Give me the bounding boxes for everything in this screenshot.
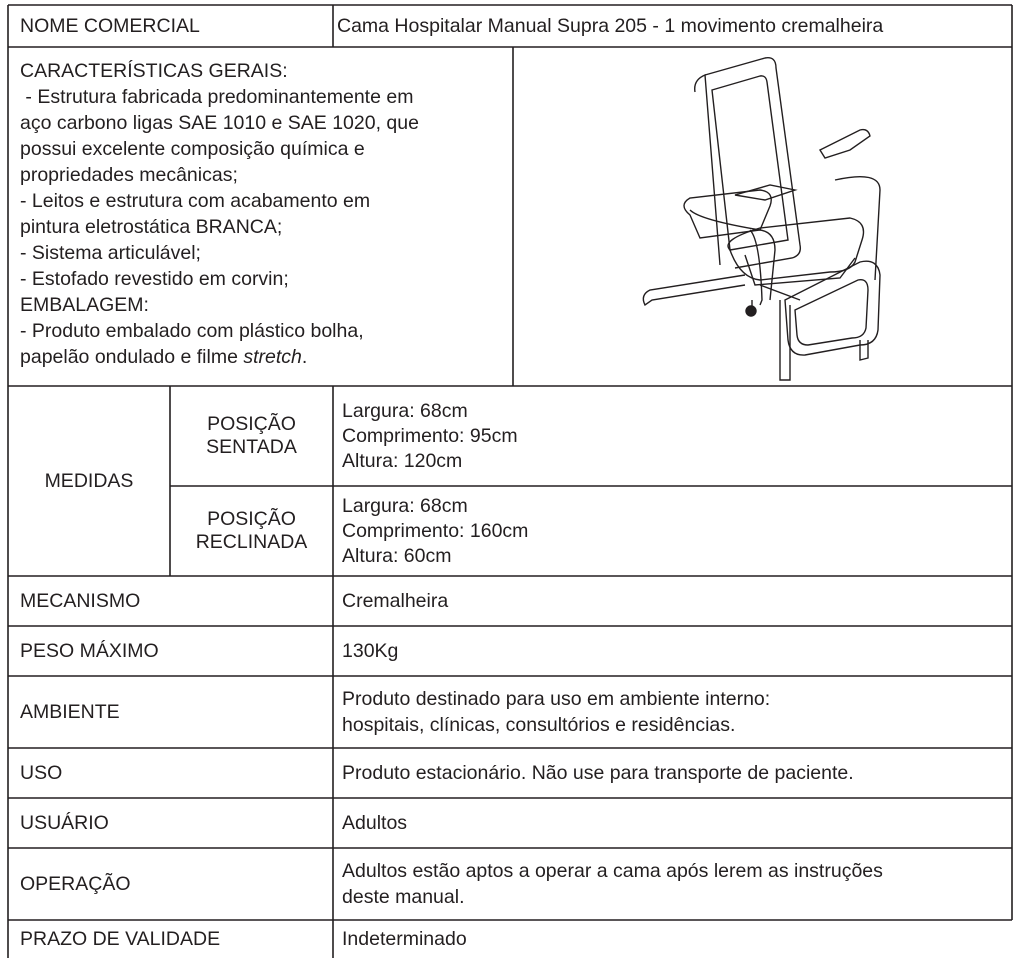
position-label-cell: POSIÇÃO RECLINADA (170, 486, 333, 576)
position-values-cell: Largura: 68cm Comprimento: 95cm Altura: 12… (342, 386, 1007, 486)
row-value-cell: 130Kg (342, 626, 1010, 676)
feature-line: papelão ondulado e filme stretch. (20, 344, 510, 370)
row-value-cell: Indeterminado (342, 920, 1010, 958)
row-value-cell: Produto destinado para uso em ambiente i… (342, 676, 1010, 748)
feature-text: - Sistema articulável; (20, 242, 201, 264)
feature-line: CARACTERÍSTICAS GERAIS: (20, 58, 510, 84)
row-value-cell: Adultos estão aptos a operar a cama após… (342, 848, 1010, 920)
row-label-cell: PESO MÁXIMO (20, 626, 330, 676)
measure-line: Comprimento: 95cm (342, 424, 518, 447)
row-label: AMBIENTE (20, 701, 120, 723)
feature-line: - Sistema articulável; (20, 240, 510, 266)
product-value-cell: Cama Hospitalar Manual Supra 205 - 1 mov… (337, 5, 1012, 47)
position-label: POSIÇÃO (207, 508, 296, 530)
feature-text: . (301, 346, 308, 368)
position-label: POSIÇÃO (207, 413, 296, 435)
feature-line: - Leitos e estrutura com acabamento em (20, 188, 510, 214)
row-value: deste manual. (342, 886, 465, 908)
feature-text: papelão ondulado e filme (20, 346, 244, 368)
position-label-cell: POSIÇÃO SENTADA (170, 386, 333, 486)
feature-text: pintura eletrostática BRANCA; (20, 216, 283, 238)
feature-line: propriedades mecânicas; (20, 162, 510, 188)
row-label-cell: USO (20, 748, 330, 798)
row-label: PRAZO DE VALIDADE (20, 928, 221, 950)
row-label: USUÁRIO (20, 812, 109, 834)
measure-line: Largura: 68cm (342, 494, 468, 517)
feature-line: - Estrutura fabricada predominantemente … (20, 84, 510, 110)
measure-line: Altura: 120cm (342, 449, 463, 472)
row-value-cell: Produto estacionário. Não use para trans… (342, 748, 1010, 798)
row-label: OPERAÇÃO (20, 873, 131, 895)
row-value-cell: Adultos (342, 798, 1010, 848)
row-label: MECANISMO (20, 590, 141, 612)
row-value: Adultos (342, 812, 408, 834)
row-value: Produto estacionário. Não use para trans… (342, 762, 854, 784)
feature-text: possui excelente composição química e (20, 138, 365, 160)
feature-text: stretch (243, 346, 302, 368)
feature-line: pintura eletrostática BRANCA; (20, 214, 510, 240)
feature-text: - Leitos e estrutura com acabamento em (20, 190, 371, 212)
row-value: hospitais, clínicas, consultórios e resi… (342, 714, 736, 736)
position-label: SENTADA (206, 436, 297, 458)
row-label: PESO MÁXIMO (20, 640, 159, 662)
row-value: Produto destinado para uso em ambiente i… (342, 688, 771, 710)
feature-line: - Produto embalado com plástico bolha, (20, 318, 510, 344)
position-label: RECLINADA (195, 531, 308, 553)
measure-line: Altura: 60cm (342, 544, 452, 567)
row-label-cell: OPERAÇÃO (20, 848, 330, 920)
position-values-cell: Largura: 68cm Comprimento: 160cm Altura: 6… (342, 486, 1007, 576)
feature-line: aço carbono ligas SAE 1010 e SAE 1020, q… (20, 110, 510, 136)
chair-illustration (642, 57, 881, 381)
feature-text: aço carbono ligas SAE 1010 e SAE 1020, q… (20, 112, 419, 134)
product-label-cell: NOME COMERCIAL (20, 5, 330, 47)
row-label-cell: USUÁRIO (20, 798, 330, 848)
measures-label: MEDIDAS (44, 469, 134, 492)
row-label-cell: AMBIENTE (20, 676, 330, 748)
measure-line: Largura: 68cm (342, 399, 468, 422)
row-label-cell: MECANISMO (20, 576, 330, 626)
feature-line: - Estofado revestido em corvin; (20, 266, 510, 292)
measure-line: Comprimento: 160cm (342, 519, 529, 542)
feature-line: EMBALAGEM: (20, 292, 510, 318)
feature-text: EMBALAGEM: (20, 294, 149, 316)
feature-text: - Estrutura fabricada predominantemente … (20, 86, 414, 108)
row-value: Adultos estão aptos a operar a cama após… (342, 860, 883, 882)
feature-text: - Produto embalado com plástico bolha, (20, 320, 364, 342)
row-label-cell: PRAZO DE VALIDADE (20, 920, 330, 958)
feature-line: possui excelente composição química e (20, 136, 510, 162)
product-value: Cama Hospitalar Manual Supra 205 - 1 mov… (337, 15, 884, 37)
measures-label-cell: MEDIDAS (8, 386, 170, 576)
feature-text: - Estofado revestido em corvin; (20, 268, 289, 290)
feature-text: CARACTERÍSTICAS GERAIS: (20, 60, 288, 82)
row-value: Indeterminado (342, 928, 467, 950)
product-label: NOME COMERCIAL (20, 15, 200, 37)
feature-text: propriedades mecânicas; (20, 164, 238, 186)
row-label: USO (20, 762, 63, 784)
row-value: 130Kg (342, 640, 399, 662)
row-value: Cremalheira (342, 590, 449, 612)
features-cell: CARACTERÍSTICAS GERAIS: - Estrutura fabr… (20, 58, 510, 378)
row-value-cell: Cremalheira (342, 576, 1010, 626)
